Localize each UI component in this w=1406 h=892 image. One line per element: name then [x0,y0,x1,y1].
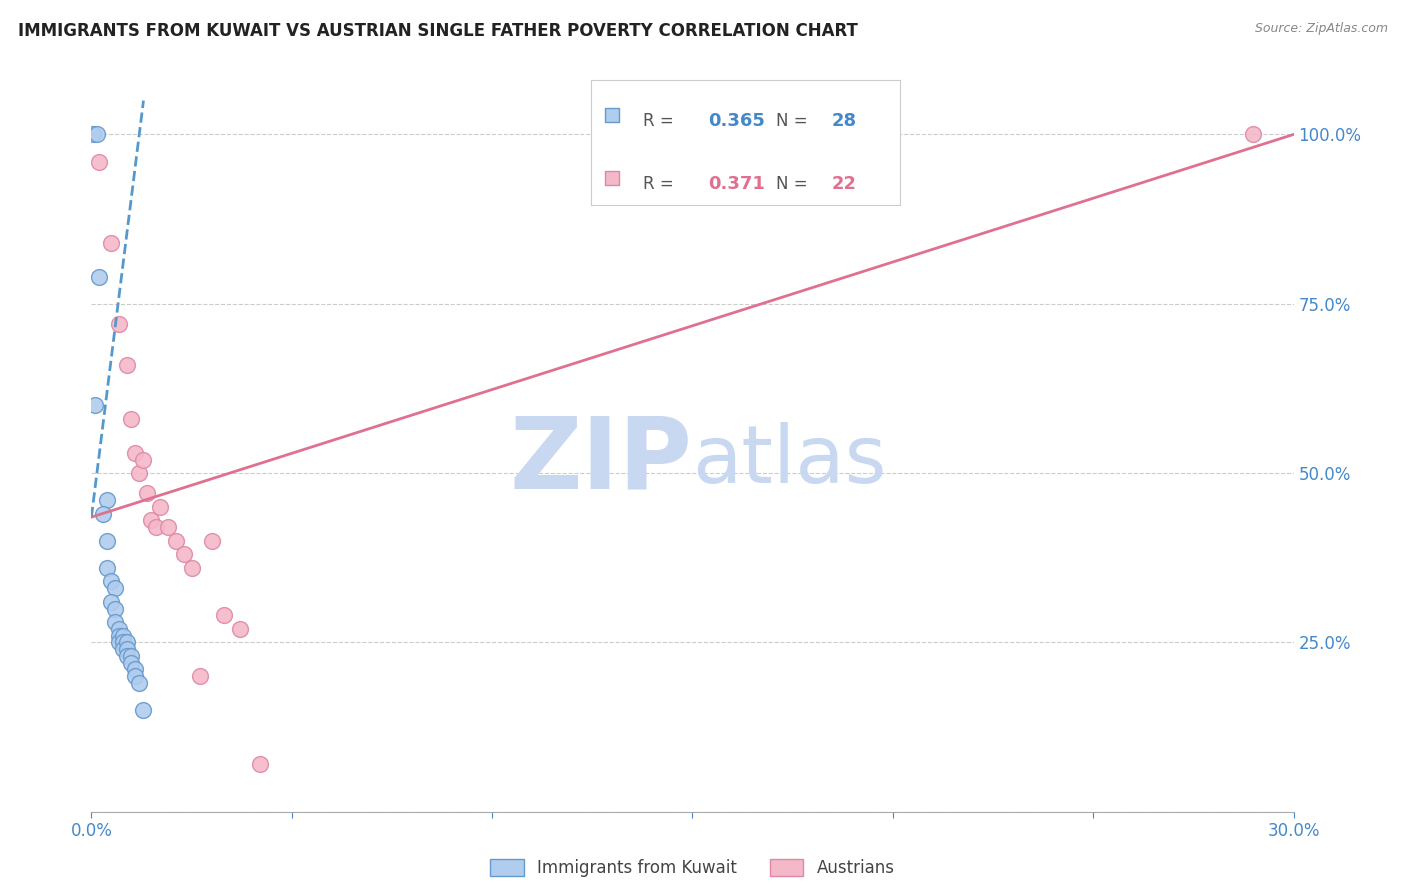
Text: IMMIGRANTS FROM KUWAIT VS AUSTRIAN SINGLE FATHER POVERTY CORRELATION CHART: IMMIGRANTS FROM KUWAIT VS AUSTRIAN SINGL… [18,22,858,40]
Point [112,642,135,657]
Point [124,663,146,677]
Point [600,170,623,185]
Text: 0.371: 0.371 [709,175,765,193]
Legend: Immigrants from Kuwait, Austrians: Immigrants from Kuwait, Austrians [484,853,901,884]
Point [112,635,135,649]
Text: R =: R = [643,112,673,130]
Text: 22: 22 [832,175,856,193]
Point [108,622,131,636]
Point [117,648,139,663]
Point [201,533,224,548]
Text: R =: R = [643,175,673,193]
Point [173,547,195,561]
Point [148,500,170,514]
Point [132,703,155,717]
Point [121,648,143,663]
Text: N =: N = [776,112,807,130]
Point [108,629,131,643]
Point [93,507,115,521]
Point [89,154,111,169]
Point [228,622,250,636]
Point [104,601,127,615]
Point [104,615,127,629]
Text: ZIP: ZIP [509,412,692,509]
Point [128,676,150,690]
Point [1243,128,1265,142]
Point [132,452,155,467]
Point [121,412,143,426]
Point [188,669,211,683]
Point [96,561,118,575]
Point [249,757,271,772]
Point [108,635,131,649]
Point [145,520,167,534]
Point [112,629,135,643]
Point [89,269,111,284]
Point [117,635,139,649]
Point [96,533,118,548]
Text: 0.365: 0.365 [709,112,765,130]
Point [121,656,143,670]
Point [82,128,104,142]
Point [104,581,127,595]
Point [600,108,623,122]
Text: 28: 28 [832,112,856,130]
Point [100,574,122,589]
Point [117,642,139,657]
Point [124,446,146,460]
Point [86,128,108,142]
Point [136,486,159,500]
Text: N =: N = [776,175,807,193]
Point [165,533,187,548]
Point [124,669,146,683]
Point [108,317,131,331]
Point [96,493,118,508]
Point [156,520,179,534]
Point [128,466,150,480]
Text: atlas: atlas [692,422,887,500]
Point [100,595,122,609]
Text: Source: ZipAtlas.com: Source: ZipAtlas.com [1254,22,1388,36]
Point [212,608,235,623]
Point [84,398,107,412]
Point [180,561,202,575]
Point [117,358,139,372]
Point [141,514,163,528]
Point [100,235,122,250]
